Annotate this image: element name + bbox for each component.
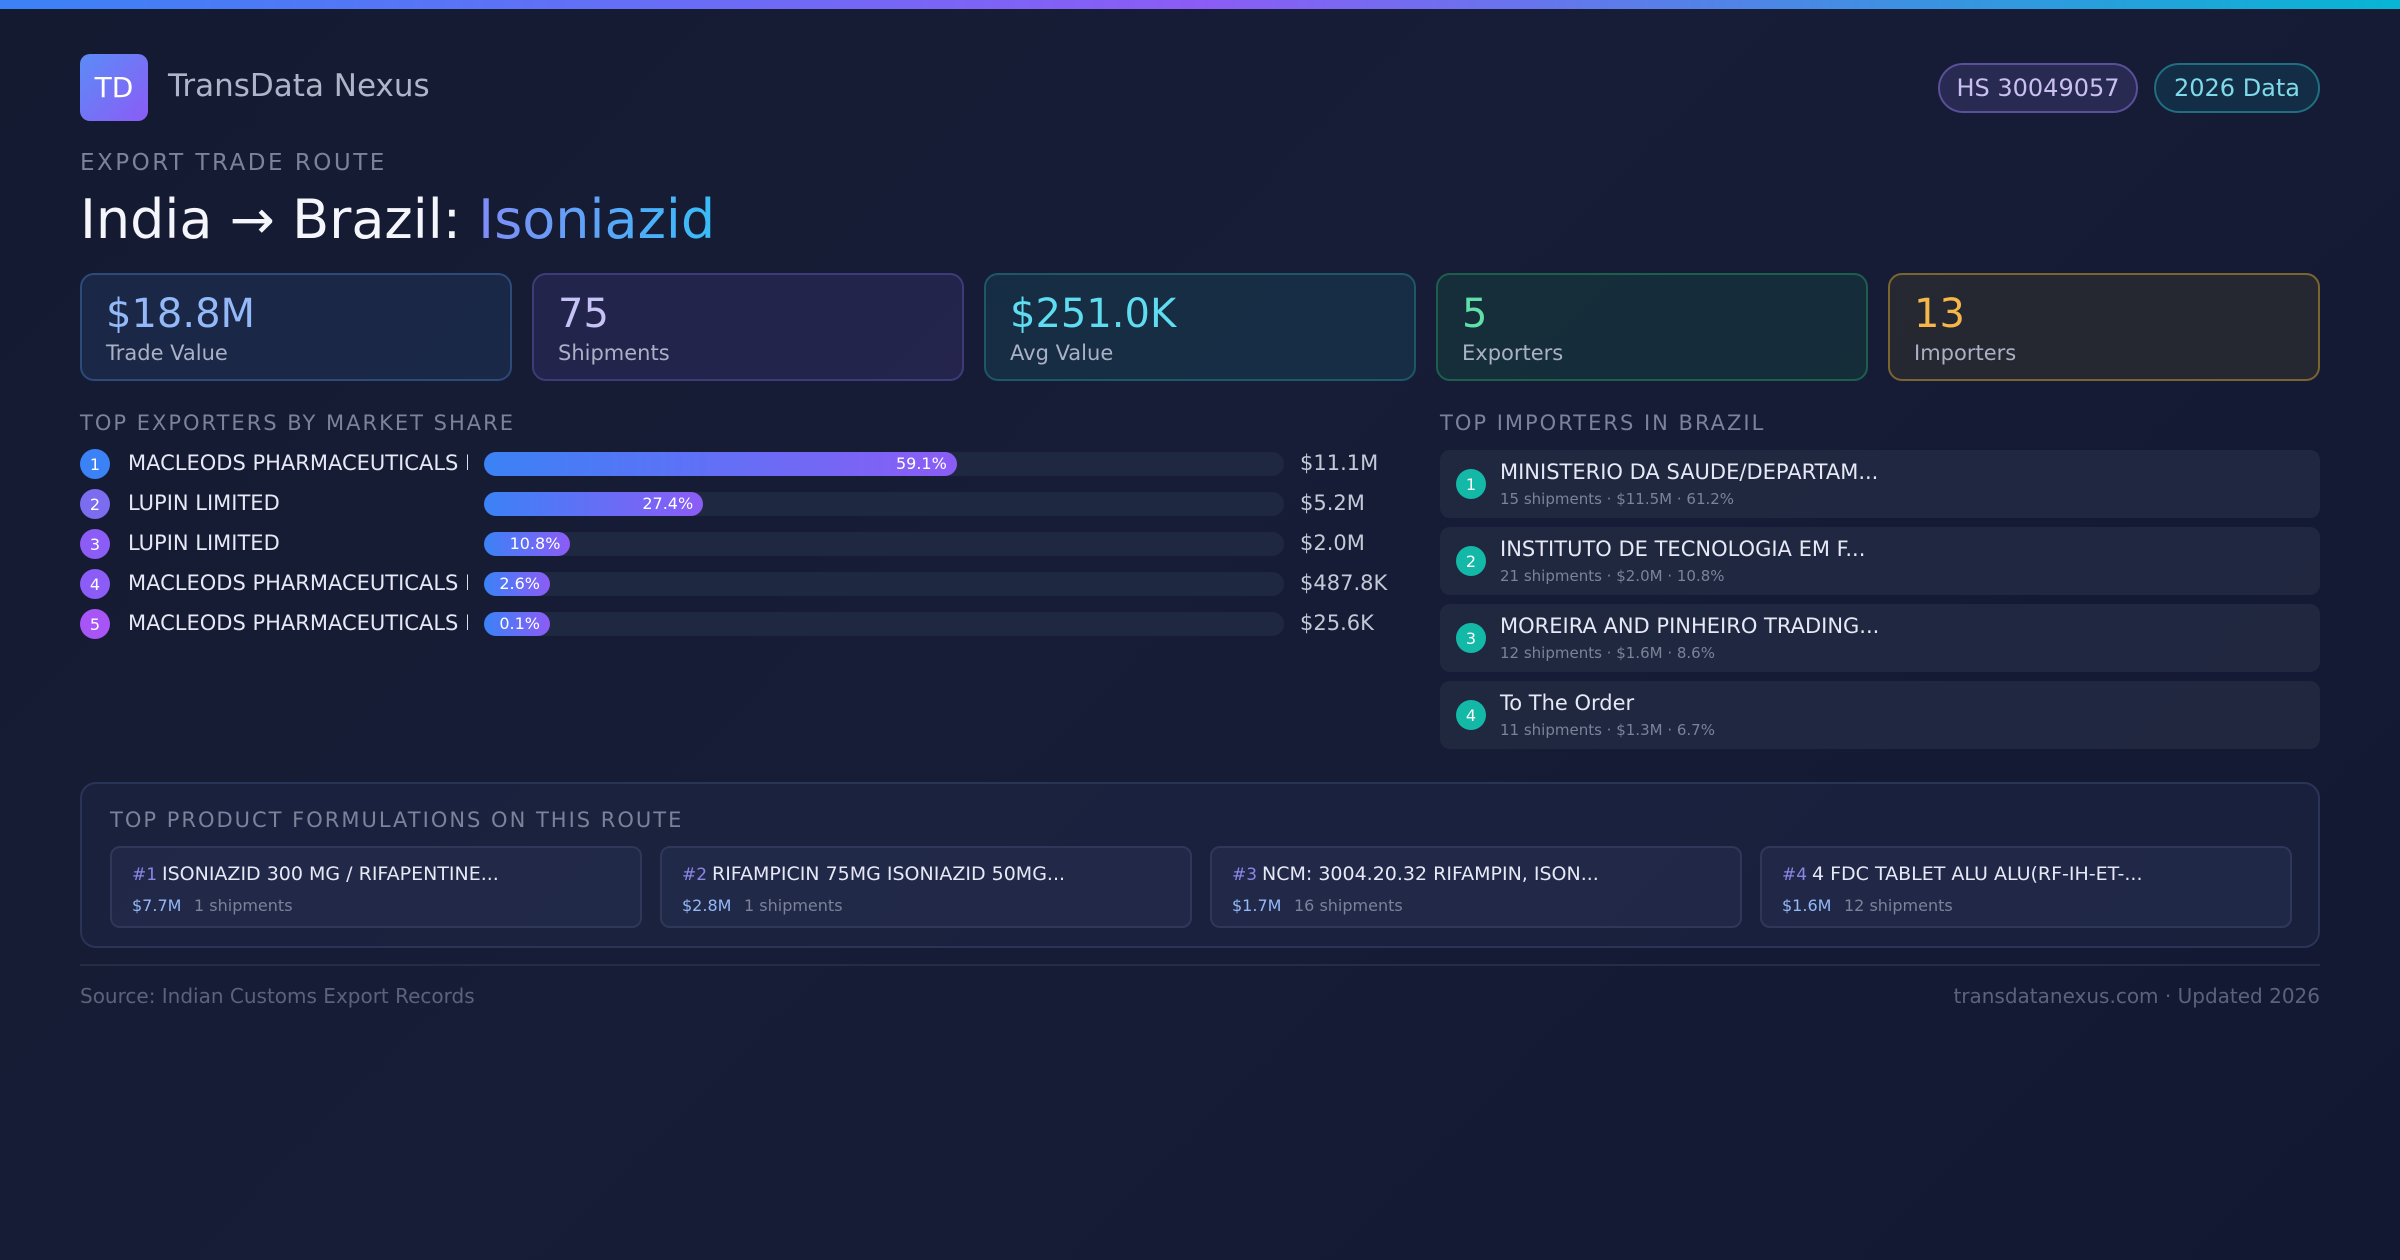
exporter-value: $11.1M bbox=[1300, 451, 1379, 475]
footer-source: Source: Indian Customs Export Records bbox=[80, 984, 475, 1008]
share-bar-track: 10.8% bbox=[484, 532, 1284, 556]
formulation-shipments: 1 shipments bbox=[744, 896, 843, 915]
stat-label: Avg Value bbox=[1010, 341, 1114, 365]
importer-rank: 2 bbox=[1456, 546, 1486, 576]
importer-rank: 3 bbox=[1456, 623, 1486, 653]
stat-label: Importers bbox=[1914, 341, 2017, 365]
formulations-panel: TOP PRODUCT FORMULATIONS ON THIS ROUTE #… bbox=[80, 782, 2320, 948]
data-year-badge: 2026 Data bbox=[2154, 63, 2320, 113]
importer-rank: 4 bbox=[1456, 700, 1486, 730]
importer-name: MINISTERIO DA SAUDE/DEPARTAM... bbox=[1500, 460, 1879, 484]
footer-divider bbox=[80, 964, 2320, 966]
stat-card-avg-value: $251.0K Avg Value bbox=[984, 273, 1416, 381]
stat-value: 5 bbox=[1462, 291, 1488, 337]
stat-card-trade-value: $18.8M Trade Value bbox=[80, 273, 512, 381]
stat-card-exporters: 5 Exporters bbox=[1436, 273, 1868, 381]
share-bar-track: 27.4% bbox=[484, 492, 1284, 516]
importer-card[interactable]: 1 MINISTERIO DA SAUDE/DEPARTAM... 15 shi… bbox=[1440, 450, 2320, 518]
formulation-name: 4 FDC TABLET ALU ALU(RF-IH-ET-... bbox=[1812, 863, 2143, 885]
product-name: Isoniazid bbox=[478, 188, 716, 251]
formulation-shipments: 1 shipments bbox=[194, 896, 293, 915]
exporter-value: $5.2M bbox=[1300, 491, 1365, 515]
stat-value: $251.0K bbox=[1010, 291, 1177, 337]
stat-value: 75 bbox=[558, 291, 609, 337]
importers-heading: TOP IMPORTERS IN BRAZIL bbox=[1440, 411, 1766, 435]
importer-card[interactable]: 2 INSTITUTO DE TECNOLOGIA EM F... 21 shi… bbox=[1440, 527, 2320, 595]
route-label: India → Brazil: bbox=[80, 188, 479, 251]
exporter-rank: 3 bbox=[80, 529, 110, 559]
formulation-shipments: 16 shipments bbox=[1294, 896, 1403, 915]
exporter-name: MACLEODS PHARMACEUTICALS L... bbox=[128, 571, 468, 595]
formulation-value: $1.7M bbox=[1232, 896, 1282, 915]
exporter-rank: 2 bbox=[80, 489, 110, 519]
exporters-heading: TOP EXPORTERS BY MARKET SHARE bbox=[80, 411, 516, 435]
exporter-name: MACLEODS PHARMACEUTICALS L... bbox=[128, 611, 468, 635]
hs-code-badge: HS 30049057 bbox=[1938, 63, 2138, 113]
stat-card-shipments: 75 Shipments bbox=[532, 273, 964, 381]
exporter-value: $2.0M bbox=[1300, 531, 1365, 555]
stat-value: $18.8M bbox=[106, 291, 256, 337]
accent-bar bbox=[0, 0, 2400, 9]
formulation-rank: #4 bbox=[1782, 865, 1808, 885]
share-bar-fill: 27.4% bbox=[484, 492, 704, 516]
formulation-rank: #2 bbox=[682, 865, 708, 885]
exporter-row[interactable]: 1 MACLEODS PHARMACEUTICALS LTD 59.1% $11… bbox=[80, 449, 1380, 479]
formulation-card[interactable]: #1 ISONIAZID 300 MG / RIFAPENTINE... $7.… bbox=[110, 846, 642, 928]
exporter-rank: 1 bbox=[80, 449, 110, 479]
formulation-value: $7.7M bbox=[132, 896, 182, 915]
formulation-card[interactable]: #4 4 FDC TABLET ALU ALU(RF-IH-ET-... $1.… bbox=[1760, 846, 2292, 928]
exporter-row[interactable]: 5 MACLEODS PHARMACEUTICALS L... 0.1% $25… bbox=[80, 609, 1380, 639]
exporter-name: MACLEODS PHARMACEUTICALS LTD bbox=[128, 451, 468, 475]
formulation-card[interactable]: #3 NCM: 3004.20.32 RIFAMPIN, ISON... $1.… bbox=[1210, 846, 1742, 928]
importer-name: To The Order bbox=[1500, 691, 1635, 715]
share-bar-track: 2.6% bbox=[484, 572, 1284, 596]
importer-meta: 11 shipments · $1.3M · 6.7% bbox=[1500, 721, 1715, 739]
footer-site[interactable]: transdatanexus.com · Updated 2026 bbox=[1953, 984, 2320, 1008]
exporter-row[interactable]: 4 MACLEODS PHARMACEUTICALS L... 2.6% $48… bbox=[80, 569, 1387, 599]
stat-card-importers: 13 Importers bbox=[1888, 273, 2320, 381]
stat-label: Shipments bbox=[558, 341, 670, 365]
exporter-name: LUPIN LIMITED bbox=[128, 531, 280, 555]
share-bar-fill: 59.1% bbox=[484, 452, 957, 476]
formulation-rank: #1 bbox=[132, 865, 158, 885]
exporter-row[interactable]: 2 LUPIN LIMITED 27.4% $5.2M bbox=[80, 489, 1380, 519]
formulation-name: NCM: 3004.20.32 RIFAMPIN, ISON... bbox=[1262, 863, 1599, 885]
importer-card[interactable]: 4 To The Order 11 shipments · $1.3M · 6.… bbox=[1440, 681, 2320, 749]
importer-card[interactable]: 3 MOREIRA AND PINHEIRO TRADING... 12 shi… bbox=[1440, 604, 2320, 672]
formulations-heading: TOP PRODUCT FORMULATIONS ON THIS ROUTE bbox=[110, 808, 684, 832]
page: TD TransData Nexus HS 30049057 2026 Data… bbox=[80, 0, 2320, 1260]
importer-rank: 1 bbox=[1456, 469, 1486, 499]
stat-label: Trade Value bbox=[106, 341, 228, 365]
exporter-value: $25.6K bbox=[1300, 611, 1374, 635]
importer-name: MOREIRA AND PINHEIRO TRADING... bbox=[1500, 614, 1880, 638]
share-bar-fill: 0.1% bbox=[484, 612, 550, 636]
formulation-value: $1.6M bbox=[1782, 896, 1832, 915]
page-title: India → Brazil: Isoniazid bbox=[80, 188, 715, 251]
header: TD TransData Nexus HS 30049057 2026 Data bbox=[80, 54, 2320, 121]
importer-meta: 21 shipments · $2.0M · 10.8% bbox=[1500, 567, 1725, 585]
exporter-name: LUPIN LIMITED bbox=[128, 491, 280, 515]
route-eyebrow: EXPORT TRADE ROUTE bbox=[80, 150, 387, 176]
stat-value: 13 bbox=[1914, 291, 1965, 337]
brand-logo[interactable]: TD bbox=[80, 54, 148, 121]
exporter-value: $487.8K bbox=[1300, 571, 1388, 595]
exporter-rank: 4 bbox=[80, 569, 110, 599]
share-bar-fill: 10.8% bbox=[484, 532, 571, 556]
formulation-rank: #3 bbox=[1232, 865, 1258, 885]
importer-meta: 15 shipments · $11.5M · 61.2% bbox=[1500, 490, 1735, 508]
share-bar-track: 0.1% bbox=[484, 612, 1284, 636]
stat-label: Exporters bbox=[1462, 341, 1564, 365]
exporter-rank: 5 bbox=[80, 609, 110, 639]
formulation-value: $2.8M bbox=[682, 896, 732, 915]
formulation-shipments: 12 shipments bbox=[1844, 896, 1953, 915]
share-bar-track: 59.1% bbox=[484, 452, 1284, 476]
importer-meta: 12 shipments · $1.6M · 8.6% bbox=[1500, 644, 1715, 662]
formulation-name: RIFAMPICIN 75MG ISONIAZID 50MG... bbox=[712, 863, 1066, 885]
share-bar-fill: 2.6% bbox=[484, 572, 550, 596]
brand-name[interactable]: TransData Nexus bbox=[168, 68, 430, 104]
formulation-card[interactable]: #2 RIFAMPICIN 75MG ISONIAZID 50MG... $2.… bbox=[660, 846, 1192, 928]
importer-name: INSTITUTO DE TECNOLOGIA EM F... bbox=[1500, 537, 1866, 561]
formulation-name: ISONIAZID 300 MG / RIFAPENTINE... bbox=[162, 863, 499, 885]
exporter-row[interactable]: 3 LUPIN LIMITED 10.8% $2.0M bbox=[80, 529, 1380, 559]
